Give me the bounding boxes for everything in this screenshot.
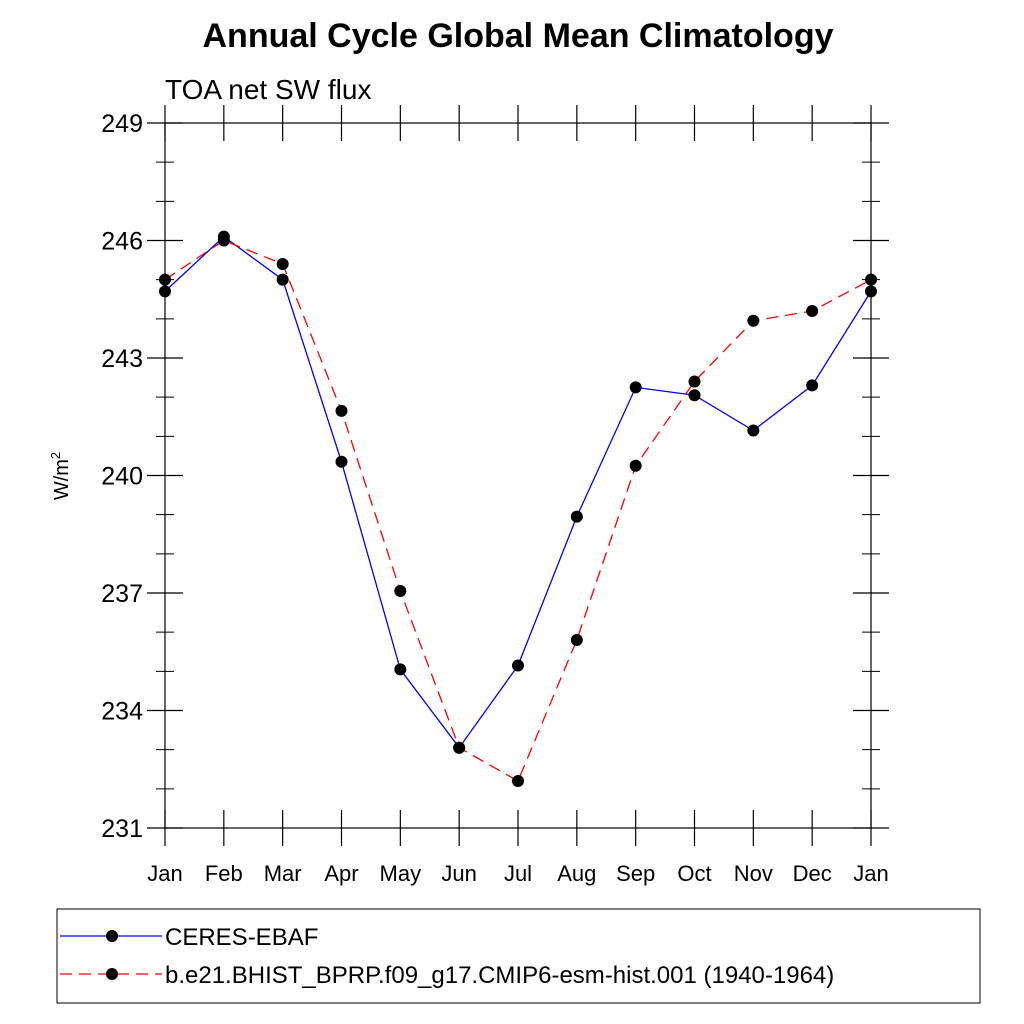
series-2-point (335, 404, 348, 417)
series-2-point (629, 459, 642, 472)
series-1-point (629, 381, 642, 394)
series-2-point (865, 273, 877, 286)
y-axis-label: W/m2 (48, 452, 73, 500)
x-tick-label: Jul (504, 861, 532, 886)
series-2-point (512, 775, 524, 787)
x-tick-labels: Jan Feb Mar Apr May Jun Jul Aug Sep Oct Nov Dec Jan (147, 861, 888, 886)
series-2-point (453, 741, 466, 754)
series-line-2 (164, 239, 872, 782)
series-2-point (747, 314, 760, 327)
chart-title: Annual Cycle Global Mean Climatology (203, 17, 834, 55)
y-tick-label: 231 (101, 815, 143, 843)
x-tick-label: Apr (324, 861, 358, 886)
legend-label-2: b.e21.BHIST_BPRP.f09_g17.CMIP6-esm-hist.… (165, 962, 834, 989)
legend-items: CERES-EBAF b.e21.BHIST_BPRP.f09_g17.CMIP6… (60, 924, 834, 989)
series-1-point (276, 273, 289, 286)
series-1-point (806, 379, 819, 392)
series-1-point (747, 424, 760, 437)
y-tick-label: 249 (101, 110, 143, 138)
series-1-point (865, 285, 877, 298)
series-1-point (394, 663, 407, 676)
series-2-point (806, 305, 819, 317)
x-tick-label: Jan (853, 861, 888, 886)
y-tick-label: 240 (101, 463, 143, 491)
series-1-point (512, 659, 524, 672)
y-tick-label: 234 (101, 698, 143, 726)
x-tick-label: Mar (264, 861, 302, 886)
series-1-point (159, 285, 171, 298)
series-layer (159, 230, 877, 787)
legend-box (56, 908, 981, 1004)
x-tick-label: Nov (734, 861, 773, 886)
chart-subtitle: TOA net SW flux (165, 74, 371, 105)
series-1-point (570, 510, 583, 523)
series-2-point (688, 375, 701, 388)
y-tick-label: 237 (101, 580, 143, 608)
legend-label-1: CERES-EBAF (165, 924, 318, 951)
series-2-point (570, 634, 583, 646)
y-tick-label: 246 (101, 228, 143, 256)
x-tick-label: Jun (441, 861, 476, 886)
legend: CERES-EBAF b.e21.BHIST_BPRP.f09_g17.CMIP6… (56, 908, 981, 1004)
series-1-point (688, 389, 701, 402)
legend-marker-1 (106, 930, 118, 942)
series-2-point (394, 585, 407, 598)
x-tick-label: May (380, 861, 422, 886)
x-tick-label: Dec (793, 861, 832, 886)
x-tick-label: Oct (677, 861, 711, 886)
x-tick-label: Jan (147, 861, 182, 886)
y-axis-label-text: W/m (51, 459, 73, 500)
plot-frame (164, 122, 872, 829)
x-tick-label: Sep (616, 861, 655, 886)
series-1-point (335, 455, 348, 468)
series-2-point (159, 273, 171, 286)
x-tick-label: Feb (205, 861, 243, 886)
axis-ticks (147, 105, 889, 846)
legend-marker-2 (106, 968, 118, 980)
series-2-point (217, 234, 230, 247)
y-axis-label-superscript: 2 (48, 452, 63, 459)
y-tick-labels: 231 234 237 240 243 246 249 (101, 110, 143, 843)
y-tick-label: 243 (101, 345, 143, 373)
series-2-point (276, 258, 289, 270)
x-tick-label: Aug (557, 861, 596, 886)
